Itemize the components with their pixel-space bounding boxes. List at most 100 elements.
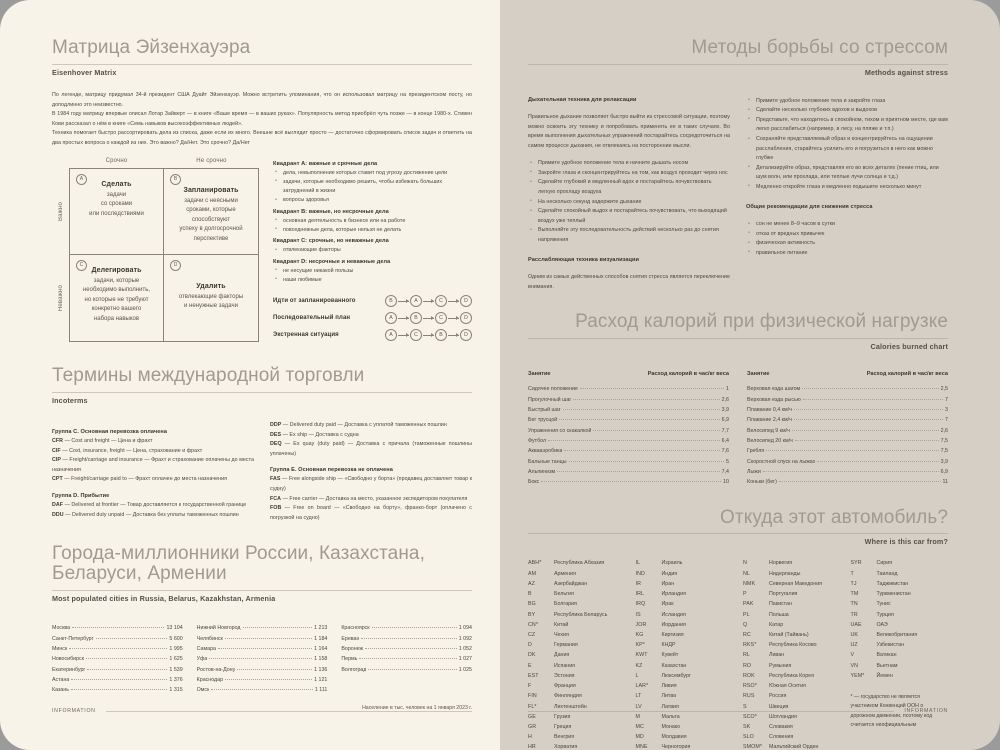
row-value: 3,9: [721, 406, 729, 413]
row-label: Пермь: [341, 656, 358, 663]
country-code: JOR: [635, 621, 647, 628]
matrix-cell-c[interactable]: C Делегировать задачи, которые необходимо…: [70, 254, 164, 341]
country-name: Туркменистан: [876, 591, 911, 598]
row-label: Омск: [196, 687, 210, 694]
dotted-leader: [802, 388, 939, 390]
matrix-cell-title: Делегировать: [91, 266, 142, 274]
country-code: RL: [743, 652, 750, 659]
table-row: Самара 1 164: [197, 644, 328, 654]
dotted-leader: [562, 408, 720, 410]
table-row: Челябинск 1 184: [197, 634, 328, 644]
country-code: BY: [528, 611, 536, 618]
country-code: ABH*: [528, 560, 542, 567]
row-label: Быстрый шаг: [528, 406, 561, 413]
list-item: дела, невыполнение которых ставит под уг…: [273, 168, 472, 178]
list-item: Сделайте глубокий и медленный вдох и пос…: [528, 178, 730, 197]
row-value: 1 995: [169, 645, 183, 652]
row-value: 1 376: [169, 676, 183, 683]
dotted-leader: [69, 647, 168, 649]
country-name: Вьетнам: [876, 662, 898, 669]
quadrant-items: не несущие никакой пользынаши любимые: [273, 266, 472, 285]
divider: [528, 63, 948, 65]
table-row: Бальные танцы 5: [528, 457, 729, 467]
intro-paragraph: В 1984 году матрицу впервые описал Лотар…: [52, 111, 472, 127]
country-code: KG: [635, 632, 644, 639]
table-row: Москва 13 104: [52, 623, 183, 633]
country-code: TR: [850, 611, 858, 618]
country-code: IS: [635, 611, 641, 618]
row-label: Велосипед 20 км/ч: [747, 437, 793, 444]
divider: [528, 533, 948, 535]
country-code: MC: [635, 723, 644, 730]
subtitle-incoterms: Incoterms: [52, 395, 88, 405]
country-name: Исландия: [661, 611, 686, 618]
row-label: Футбол: [528, 437, 547, 444]
table-row: TN Тунис: [851, 599, 949, 609]
calories-col-value: Расход калорий в час/кг веса: [866, 371, 948, 378]
matrix-cell-title: Сделать: [101, 180, 132, 188]
country-code: GE: [528, 713, 536, 720]
matrix-cell-d[interactable]: D Удалить отвлекающие факторы и ненужные …: [164, 255, 258, 341]
sequence-row: Идти от запланированного B A C D: [273, 295, 472, 308]
table-row: PAK Пакистан: [743, 599, 841, 609]
table-row: FIN Финляндия: [528, 691, 626, 701]
table-row: Аквааэробика 7,6: [528, 446, 729, 456]
country-code: RUS: [743, 693, 755, 700]
row-label: Краснодар: [196, 676, 224, 683]
table-row: T Таиланд: [851, 569, 949, 579]
table-row: SLO Словения: [743, 732, 841, 742]
matrix-row-not-important: Неважно: [57, 285, 64, 312]
visualization-intro: Одним из самых действенных способов снят…: [528, 274, 730, 290]
divider: [52, 391, 472, 393]
country-code: LT: [635, 693, 642, 700]
table-row: VN Вьетнам: [851, 661, 949, 671]
divider: [528, 338, 948, 340]
country-name: Азербайджан: [554, 580, 588, 587]
table-row: SMOM* Мальтийский Орден: [743, 742, 841, 750]
row-label: Москва: [52, 625, 71, 632]
row-value: 1 315: [169, 687, 183, 694]
country-name: Иран: [661, 580, 675, 587]
section-cities: Города-миллионники России, Казахстана, Б…: [52, 543, 472, 603]
country-name: Таиланд: [876, 570, 898, 577]
sequence-node: A: [410, 295, 422, 308]
country-name: Дания: [554, 652, 570, 659]
dotted-leader: [579, 388, 725, 390]
dotted-leader: [559, 419, 720, 421]
table-row: Скоростной спуск на лыжах 3,9: [747, 457, 948, 467]
table-row: LAR* Ливия: [636, 681, 734, 691]
country-name: Мальта: [661, 713, 680, 720]
matrix-cell-a[interactable]: A Сделать задачи со сроками или последстви…: [70, 168, 164, 255]
row-label: Упражнения со скакалкой: [528, 427, 592, 434]
country-code: SK: [743, 723, 751, 730]
row-label: Нижний Новгород: [196, 625, 241, 632]
incoterms-group-heading: Группа C. Основная перевозка оплачена: [52, 428, 167, 435]
dotted-leader: [568, 460, 725, 462]
list-item: основная деятельность в бизнесе или на р…: [273, 216, 472, 226]
matrix-cell-b[interactable]: B Запланировать задачи с неясными сроками…: [164, 169, 258, 255]
table-row: B Бельгия: [528, 589, 626, 599]
table-row: CZ Чехия: [528, 630, 626, 640]
matrix-cell-desc: задачи со сроками или последствиями: [89, 191, 144, 217]
car-codes-footnote: * — государство не является участником К…: [850, 694, 933, 729]
list-item: Сделайте несколько глубоких вдохов и выд…: [746, 106, 948, 116]
list-item: не несущие никакой пользы: [273, 266, 472, 276]
calories-left-column: Занятие Расход калорий в час/кг веса Сид…: [528, 371, 729, 487]
table-row: ABH* Республика Абхазия: [528, 558, 626, 568]
cities-column: Москва 13 104 Санкт-Петербург 5 600 Минск 1 9…: [52, 623, 183, 695]
country-name: Португалия: [769, 591, 798, 598]
list-item: вопросы здоровья: [273, 196, 472, 206]
dotted-leader: [371, 627, 457, 629]
list-item: Детализируйте образ, представляя его во …: [746, 163, 948, 183]
row-label: Лыжи: [747, 468, 761, 475]
country-name: Иордания: [661, 621, 686, 628]
country-name: Греция: [554, 723, 572, 730]
dotted-leader: [766, 450, 939, 452]
quadrant-items: отвлекающие факторы: [273, 246, 472, 256]
dotted-leader: [541, 481, 722, 483]
row-label: Казань: [52, 687, 70, 694]
table-row: KZ Казахстан: [636, 661, 734, 671]
row-label: Новосибирск: [52, 656, 84, 663]
country-code: MD: [635, 734, 644, 741]
